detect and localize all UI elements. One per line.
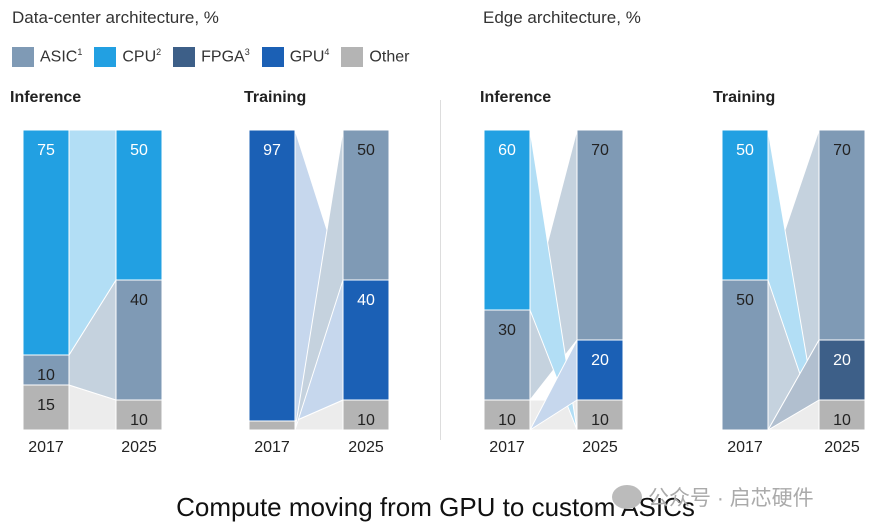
subtitle-edge-training: Training <box>713 89 776 106</box>
legend-label: GPU4 <box>289 47 330 66</box>
bar-segment-gpu <box>342 279 390 401</box>
bar-segment-cpu <box>115 129 163 281</box>
data-label: 40 <box>130 292 148 309</box>
x-tick-label: 2017 <box>727 439 763 456</box>
bar-segment-other <box>115 399 163 431</box>
data-label: 50 <box>357 142 375 159</box>
x-tick-label: 2017 <box>28 439 64 456</box>
legend: ASIC1 CPU2 FPGA3 GPU4 Other <box>12 47 409 67</box>
x-tick-label: 2025 <box>121 439 157 456</box>
legend-swatch <box>94 47 117 67</box>
data-label: 40 <box>357 292 375 309</box>
data-label: 10 <box>833 412 851 429</box>
bar-segment-gpu <box>248 129 296 422</box>
bar-segment-asic <box>818 129 866 341</box>
legend-swatch <box>261 47 284 67</box>
divider <box>440 100 441 440</box>
legend-swatch <box>12 47 34 67</box>
data-label: 97 <box>263 142 281 159</box>
watermark: 公众号 · 启芯硬件 <box>612 482 814 512</box>
bar-segment-asic <box>483 309 531 401</box>
bar-segment-asic <box>721 279 769 431</box>
subtitle-edge-inference: Inference <box>480 89 552 106</box>
data-label: 70 <box>833 142 851 159</box>
legend-item-other: Other <box>341 47 409 67</box>
data-label: 20 <box>591 352 609 369</box>
legend-label: FPGA3 <box>201 47 250 66</box>
data-label: 60 <box>498 142 516 159</box>
legend-label: ASIC1 <box>40 47 83 66</box>
data-label: 15 <box>37 397 55 414</box>
bar-segment-asic <box>342 129 390 281</box>
data-label: 30 <box>498 322 516 339</box>
data-label: 10 <box>591 412 609 429</box>
bar-segment-asic <box>115 279 163 401</box>
data-label: 20 <box>833 352 851 369</box>
legend-label: Other <box>369 48 410 66</box>
bar-segment-cpu <box>483 129 531 311</box>
subtitle-dc-inference: Inference <box>10 89 82 106</box>
bar-segment-cpu <box>721 129 769 281</box>
data-label: 50 <box>130 142 148 159</box>
legend-swatch <box>173 47 196 67</box>
legend-item-cpu: CPU2 <box>94 47 161 67</box>
x-tick-label: 2017 <box>489 439 525 456</box>
subtitle-dc-training: Training <box>244 89 307 106</box>
bar-segment-other <box>22 384 70 431</box>
x-tick-label: 2025 <box>582 439 618 456</box>
data-label: 50 <box>736 292 754 309</box>
legend-item-asic: ASIC1 <box>12 47 82 67</box>
bar-segment-other <box>576 399 624 431</box>
bar-segment-asic <box>576 129 624 341</box>
x-tick-label: 2025 <box>348 439 384 456</box>
bar-segment-other <box>483 399 531 431</box>
edge-title: Edge architecture, % <box>483 8 641 27</box>
x-tick-label: 2017 <box>254 439 290 456</box>
bar-segment-gpu <box>576 339 624 401</box>
x-tick-label: 2025 <box>824 439 860 456</box>
legend-item-gpu: GPU4 <box>261 47 330 67</box>
bar-segment-cpu <box>22 129 70 356</box>
bar-segment-asic <box>22 354 70 386</box>
bar-segment-other <box>248 420 296 431</box>
data-label: 70 <box>591 142 609 159</box>
data-label: 50 <box>736 142 754 159</box>
wechat-icon <box>612 485 642 509</box>
data-label: 75 <box>37 142 55 159</box>
bar-segment-other <box>818 399 866 431</box>
legend-swatch <box>341 47 364 67</box>
legend-label: CPU2 <box>122 47 162 66</box>
legend-item-fpga: FPGA3 <box>173 47 250 67</box>
data-label: 10 <box>498 412 516 429</box>
caption: Compute moving from GPU to custom ASICs <box>176 492 695 522</box>
bar-segment-other <box>342 399 390 431</box>
data-label: 10 <box>357 412 375 429</box>
data-label: 10 <box>37 367 55 384</box>
data-label: 10 <box>130 412 148 429</box>
watermark-text: 公众号 · 启芯硬件 <box>648 487 814 510</box>
data-center-title: Data-center architecture, % <box>12 8 219 27</box>
bar-segment-fpga <box>818 339 866 401</box>
